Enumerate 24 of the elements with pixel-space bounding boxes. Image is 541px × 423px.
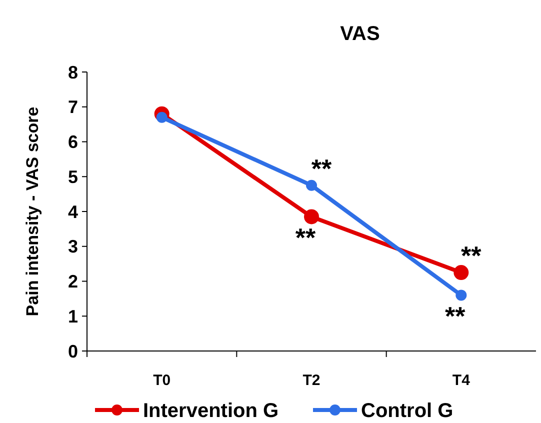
y-tick-label: 4 <box>68 202 78 222</box>
y-tick-label: 6 <box>68 132 78 152</box>
y-tick-label: 8 <box>68 62 78 82</box>
y-tick-label: 1 <box>68 306 78 326</box>
x-tick-label: T2 <box>302 372 320 389</box>
y-axis-title: Pain intensity - VAS score <box>23 106 42 316</box>
x-tick-label: T0 <box>153 372 171 389</box>
annotation: ** <box>461 240 482 271</box>
point <box>304 209 319 224</box>
annotation: ** <box>445 301 466 332</box>
y-tick-label: 0 <box>68 341 78 362</box>
annotation: ** <box>295 222 316 253</box>
y-tick-label: 3 <box>68 236 78 257</box>
point <box>454 265 469 280</box>
annotation: ** <box>311 153 332 184</box>
point <box>456 290 467 301</box>
x-tick-label: T4 <box>452 372 471 389</box>
y-tick-label: 5 <box>68 166 78 187</box>
y-tick-label: 7 <box>68 97 78 118</box>
legend-label: Control G <box>361 400 454 422</box>
legend-label: Intervention G <box>143 400 279 422</box>
chart-title: VAS <box>340 23 380 45</box>
y-tick-label: 2 <box>68 272 78 292</box>
point <box>306 180 317 191</box>
